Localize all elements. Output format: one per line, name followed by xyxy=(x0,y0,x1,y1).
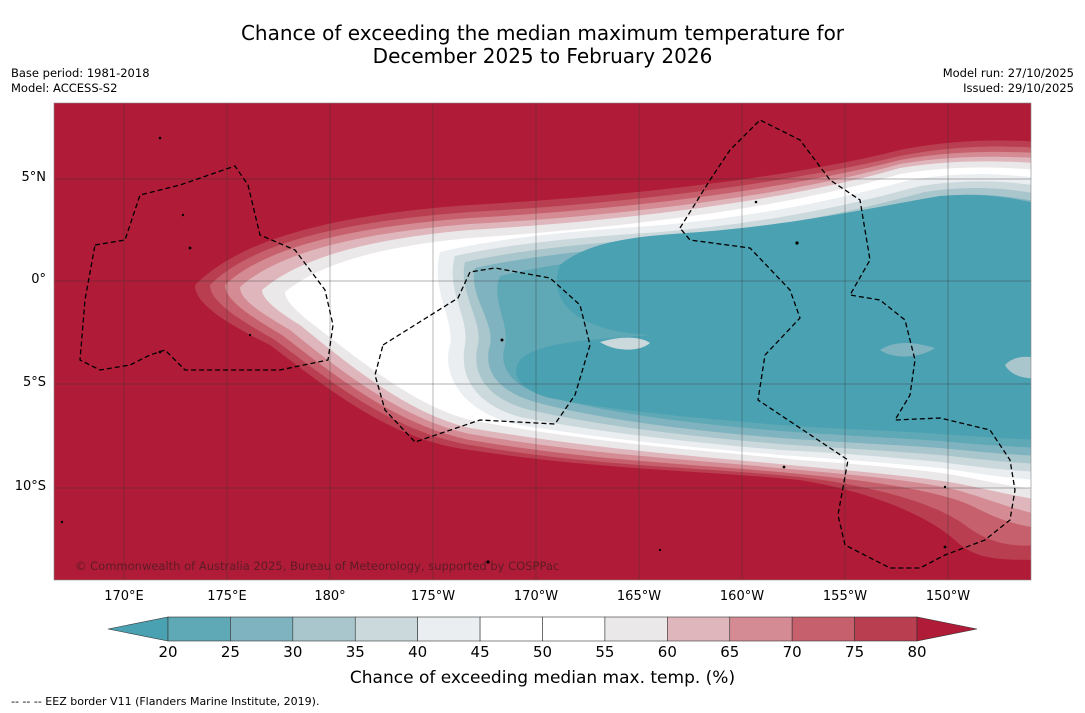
colorbar-tick-label: 60 xyxy=(657,643,677,661)
map-field xyxy=(54,103,1031,580)
colorbar-tick-label: 25 xyxy=(220,643,240,661)
issued-date: Issued: 29/10/2025 xyxy=(963,80,1074,95)
base-period: Base period: 1981-2018 xyxy=(11,66,150,80)
colorbar-under-arrow xyxy=(107,616,169,642)
eez-borders xyxy=(79,119,1016,569)
longitude-label: 175°E xyxy=(207,589,247,604)
colorbar-segment xyxy=(417,616,481,642)
latitude-label: 10°S xyxy=(14,479,46,494)
longitude-label: 165°W xyxy=(616,589,662,604)
island xyxy=(658,548,662,552)
island xyxy=(500,338,504,342)
island xyxy=(158,136,162,140)
colorbar-tick-label: 30 xyxy=(283,643,303,661)
island xyxy=(60,520,64,524)
colorbar-tick-label: 20 xyxy=(158,643,178,661)
colorbar-title: Chance of exceeding median max. temp. (%… xyxy=(349,668,736,688)
longitude-label: 150°W xyxy=(925,589,971,604)
chart-title: Chance of exceeding the median maximum t… xyxy=(0,22,1085,68)
light-patch xyxy=(880,343,935,357)
latitude-label: 5°S xyxy=(22,375,46,390)
copyright-notice: © Commonwealth of Australia 2025, Bureau… xyxy=(75,559,560,573)
latitude-label: 0° xyxy=(31,272,46,287)
colorbar-segment xyxy=(667,616,731,642)
eez-kiribati-line xyxy=(679,119,1016,569)
longitude-label: 155°W xyxy=(822,589,868,604)
colorbar-segment xyxy=(854,616,918,642)
longitude-label: 180° xyxy=(314,589,346,604)
islands xyxy=(60,136,947,564)
colorbar-tick-label: 70 xyxy=(782,643,802,661)
island xyxy=(943,545,947,549)
longitude-label: 170°E xyxy=(104,589,144,604)
colorbar-tick-label: 50 xyxy=(532,643,553,661)
graticule xyxy=(54,103,1031,580)
colorbar-segment xyxy=(230,616,294,642)
map-frame xyxy=(53,102,1032,581)
colorbar-tick-label: 55 xyxy=(595,643,615,661)
island xyxy=(795,241,799,245)
colorbar-tick-label: 35 xyxy=(345,643,365,661)
colorbar-segment xyxy=(479,616,543,642)
colorbar-segment xyxy=(292,616,356,642)
island xyxy=(188,246,192,250)
colorbar-over-arrow xyxy=(916,616,978,642)
island xyxy=(943,485,947,489)
longitude-label: 175°W xyxy=(410,589,456,604)
colorbar-segment xyxy=(604,616,668,642)
longitude-label: 170°W xyxy=(513,589,559,604)
island xyxy=(782,465,786,469)
colorbar-segment xyxy=(167,616,231,642)
island xyxy=(158,350,162,354)
island xyxy=(248,333,252,337)
island xyxy=(754,200,758,204)
colorbar-tick-label: 75 xyxy=(845,643,865,661)
band-20 xyxy=(516,194,1031,440)
island xyxy=(486,560,490,564)
colorbar-segment xyxy=(354,616,418,642)
title-line-2: December 2025 to February 2026 xyxy=(372,44,713,68)
eez-kiribati-gilbert xyxy=(79,165,334,371)
eez-kiribati-phoenix xyxy=(374,267,591,443)
latitude-label: 5°N xyxy=(21,170,47,185)
model-run: Model run: 27/10/2025 xyxy=(942,66,1074,80)
colorbar-segment xyxy=(729,616,793,642)
colorbar-segment xyxy=(542,616,606,642)
island xyxy=(181,213,185,217)
model-name: Model: ACCESS-S2 xyxy=(11,80,118,95)
colorbar-tick-label: 45 xyxy=(470,643,490,661)
colorbar xyxy=(107,616,978,642)
colorbar-tick-label: 80 xyxy=(907,643,927,661)
light-patch-east xyxy=(1005,356,1031,379)
title-line-1: Chance of exceeding the median maximum t… xyxy=(240,21,845,45)
longitude-label: 160°W xyxy=(719,589,765,604)
light-tongue xyxy=(600,337,650,350)
colorbar-tick-label: 65 xyxy=(720,643,740,661)
eez-footnote: -- -- -- EEZ border V11 (Flanders Marine… xyxy=(11,695,320,708)
meta-left: Base period: 1981-2018 Model: ACCESS-S2 xyxy=(11,66,150,95)
meta-right: Model run: 27/10/2025 Issued: 29/10/2025 xyxy=(943,66,1074,95)
colorbar-tick-label: 40 xyxy=(408,643,428,661)
colorbar-segment xyxy=(791,616,855,642)
